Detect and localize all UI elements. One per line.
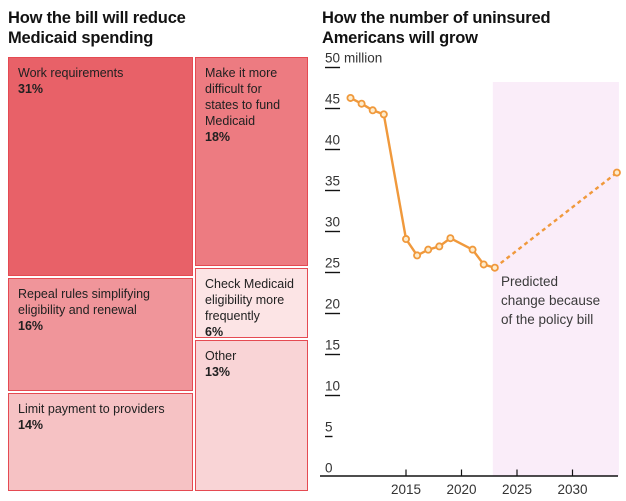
treemap-cell-percentage: 18% xyxy=(205,130,231,144)
treemap-cell-check-medicaid: Check Medicaid eligibility more frequent… xyxy=(195,268,308,338)
data-point-marker xyxy=(446,234,455,243)
y-tick-label: 20 xyxy=(325,297,340,312)
y-tick-label: 0 xyxy=(325,461,333,476)
y-tick-label: 25 xyxy=(325,256,340,271)
data-point-marker xyxy=(346,93,355,102)
y-tick-label: 45 xyxy=(325,92,340,107)
data-point-marker xyxy=(468,245,477,254)
data-point-marker xyxy=(379,110,388,119)
data-point-marker xyxy=(357,99,366,108)
x-tick-label: 2015 xyxy=(391,482,421,497)
treemap-cell-make-it: Make it more difficult for states to fun… xyxy=(195,57,308,266)
treemap-cell-label: Make it more difficult for states to fun… xyxy=(205,66,281,128)
y-axis-unit-label: million xyxy=(344,51,382,66)
y-tick-label: 15 xyxy=(325,338,340,353)
y-tick-label: 35 xyxy=(325,174,340,189)
treemap-cell-label: Check Medicaid eligibility more frequent… xyxy=(205,277,294,323)
x-tick-label: 2025 xyxy=(502,482,532,497)
predicted-line xyxy=(494,171,618,269)
treemap-cell-label: Limit payment to providers xyxy=(18,402,165,416)
y-tick-label: 40 xyxy=(325,133,340,148)
x-tick-label: 2030 xyxy=(557,482,587,497)
treemap-cell-limit-payment: Limit payment to providers 14% xyxy=(8,393,193,491)
predicted-region xyxy=(492,82,619,476)
treemap-cell-other: Other 13% xyxy=(195,340,308,491)
treemap-cell-label: Work requirements xyxy=(18,66,124,80)
treemap-cell-percentage: 31% xyxy=(18,82,44,96)
treemap-cell-percentage: 16% xyxy=(18,319,44,333)
data-point-marker xyxy=(401,235,410,244)
line-chart-title: How the number of uninsured Americans wi… xyxy=(322,9,551,47)
treemap-title: How the bill will reduce Medicaid spendi… xyxy=(8,9,186,47)
treemap-cell-repeal-rules: Repeal rules simplifying eligibility and… xyxy=(8,278,193,391)
x-tick-label: 2020 xyxy=(446,482,476,497)
data-point-marker xyxy=(368,106,377,115)
y-tick-label: 30 xyxy=(325,215,340,230)
data-point-marker xyxy=(479,260,488,269)
treemap-cell-percentage: 14% xyxy=(18,418,44,432)
data-point-marker xyxy=(490,263,499,272)
data-point-marker xyxy=(413,251,422,260)
actual-line xyxy=(349,96,496,269)
y-tick-label: 50 xyxy=(325,51,340,66)
treemap-cell-work-requirements: Work requirements 31% xyxy=(8,57,193,276)
treemap-cell-percentage: 6% xyxy=(205,325,224,338)
data-point-marker xyxy=(612,168,621,177)
medicaid-treemap: Work requirements 31% Repeal rules simplif… xyxy=(8,57,308,491)
y-tick-label: 10 xyxy=(325,379,340,394)
treemap-cell-label: Other xyxy=(205,349,237,363)
y-tick-label: 5 xyxy=(325,420,333,435)
treemap-cell-percentage: 13% xyxy=(205,365,231,379)
data-point-marker xyxy=(424,245,433,254)
data-point-marker xyxy=(435,242,444,251)
predicted-change-annotation: Predicted change because of the policy b… xyxy=(501,274,601,327)
treemap-cell-label: Repeal rules simplifying eligibility and… xyxy=(18,287,151,317)
